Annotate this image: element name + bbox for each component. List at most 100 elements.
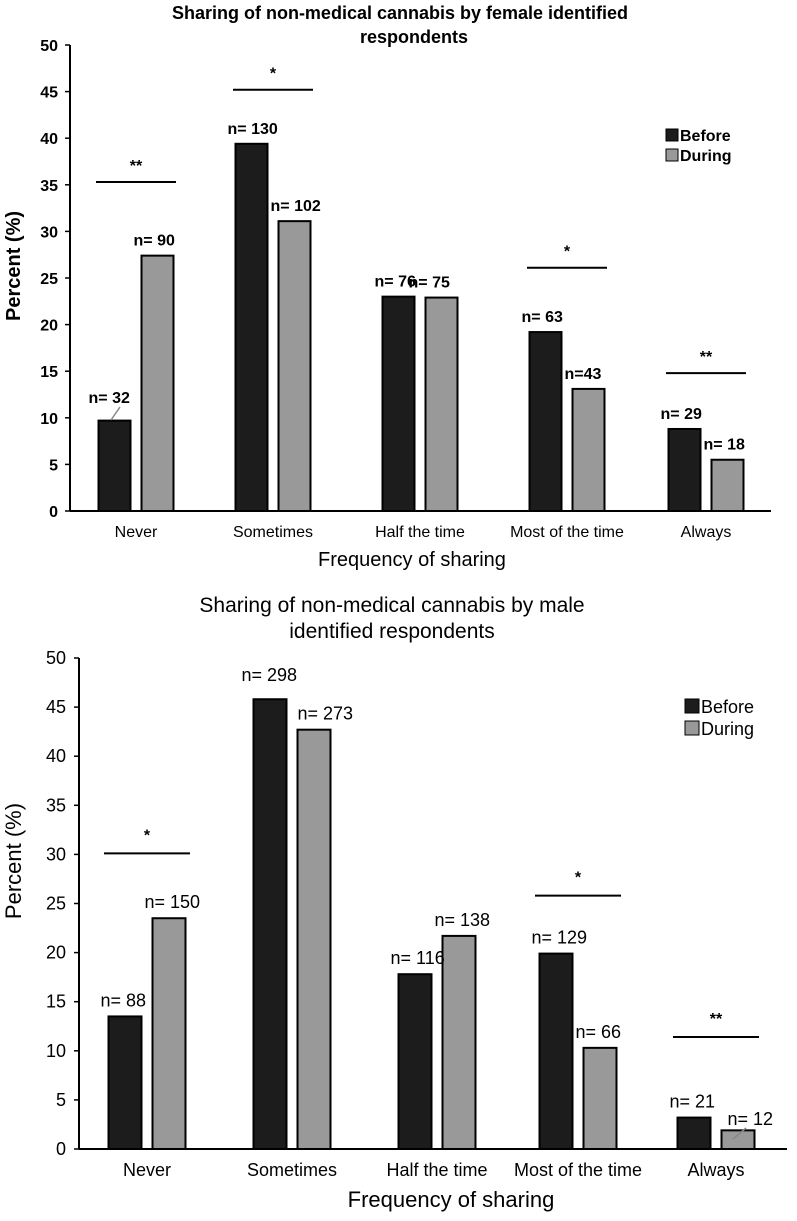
chart-male-bar-during-sometimes (296, 728, 332, 1150)
chart-male-significance-marker: * (575, 870, 582, 887)
chart-female-significance-marker: ** (130, 158, 143, 175)
legend-before-label: Before (701, 697, 754, 717)
chart-female-bar-during-always (710, 458, 745, 512)
chart-male-y-tick-label: 0 (56, 1139, 66, 1159)
chart-female-significance-marker: * (270, 66, 277, 83)
chart-male-y-tick-label: 25 (46, 894, 66, 914)
chart-female-bar-during-sometimes (277, 220, 312, 512)
chart-female-x-tick-label: Always (681, 524, 732, 541)
chart-male-bar-before-most-of-the-time (538, 952, 574, 1150)
chart-female-data-label-before-never: n= 32 (89, 390, 130, 407)
chart-female-data-label-before-sometimes: n= 130 (228, 121, 278, 138)
chart-female-y-tick-label: 50 (40, 38, 58, 55)
chart-female-x-axis-label: Frequency of sharing (318, 549, 506, 571)
legend-before-swatch (684, 698, 700, 714)
chart-female-x-tick-label: Half the time (375, 524, 465, 541)
chart-female-significance-marker: ** (700, 349, 713, 366)
chart-male-y-tick-label: 30 (46, 844, 66, 864)
chart-male-x-tick-label: Sometimes (247, 1160, 337, 1180)
chart-male-significance-marker: ** (710, 1011, 723, 1028)
chart-male-y-axis-label: Percent (%) (1, 803, 26, 919)
chart-male-bar-before-sometimes (252, 698, 288, 1151)
chart-male-significance-marker: * (144, 827, 151, 844)
legend-before-swatch (665, 128, 679, 142)
chart-female-bar-before-always (667, 427, 702, 513)
chart-female-x-tick-label: Sometimes (233, 524, 313, 541)
chart-male-data-label-before-never: n= 88 (101, 990, 147, 1010)
chart-female-y-tick-label: 0 (49, 504, 58, 521)
legend-during-label: During (680, 148, 732, 165)
chart-male-bar-during-most-of-the-time (582, 1046, 618, 1150)
legend-before-label: Before (680, 128, 731, 145)
legend-during-swatch (684, 720, 700, 736)
legend-during-label: During (701, 719, 754, 739)
chart-female-y-tick-label: 30 (40, 224, 58, 241)
chart-female-bar-during-never (140, 254, 175, 512)
chart-male-title-line-2: identified respondents (289, 620, 494, 643)
chart-female-data-label-during-always: n= 18 (704, 437, 745, 454)
chart-male: Sharing of non-medical cannabis by male … (1, 594, 787, 1212)
chart-male-bar-during-half-the-time (441, 934, 477, 1150)
chart-male-bar-before-always (676, 1116, 712, 1151)
chart-female-x-tick-label: Most of the time (510, 524, 624, 541)
chart-male-data-label-before-always: n= 21 (670, 1092, 716, 1112)
chart-female-data-label-before-always: n= 29 (661, 406, 702, 423)
chart-female-data-label-before-most-of-the-time: n= 63 (522, 309, 563, 326)
chart-female-y-tick-label: 20 (40, 318, 58, 335)
chart-female-y-tick-label: 10 (40, 411, 58, 428)
chart-male-y-tick-label: 15 (46, 992, 66, 1012)
chart-female-bar-before-half-the-time (381, 295, 416, 513)
chart-male-bar-before-never (107, 1015, 143, 1150)
chart-male-x-axis-label: Frequency of sharing (348, 1187, 555, 1212)
chart-female: Sharing of non-medical cannabis by femal… (3, 3, 771, 571)
chart-female-x-tick-label: Never (115, 524, 158, 541)
chart-female-data-label-during-sometimes: n= 102 (271, 198, 321, 215)
chart-female-data-label-during-half-the-time: n= 75 (409, 275, 450, 292)
chart-male-data-label-during-sometimes: n= 273 (298, 704, 354, 724)
chart-female-y-tick-label: 45 (40, 85, 58, 102)
chart-male-label-leader-line (732, 1127, 747, 1140)
chart-male-x-tick-label: Half the time (386, 1160, 487, 1180)
chart-female-y-tick-label: 40 (40, 131, 58, 148)
chart-female-y-tick-label: 5 (49, 457, 58, 474)
chart-female-y-axis-label: Percent (%) (3, 211, 25, 321)
chart-female-data-label-during-never: n= 90 (134, 233, 175, 250)
chart-female-y-tick-label: 35 (40, 178, 58, 195)
chart-female-bar-during-half-the-time (424, 296, 459, 512)
chart-female-title-line-1: Sharing of non-medical cannabis by femal… (172, 3, 628, 23)
chart-female-legend: Before During (665, 128, 732, 165)
chart-male-y-tick-label: 50 (46, 648, 66, 668)
chart-male-bar-during-always (720, 1129, 756, 1151)
chart-male-data-label-before-half-the-time: n= 116 (391, 948, 445, 968)
chart-male-data-label-during-always: n= 12 (728, 1109, 774, 1129)
chart-male-y-tick-label: 45 (46, 697, 66, 717)
chart-male-y-tick-label: 10 (46, 1041, 66, 1061)
chart-male-bar-before-half-the-time (397, 973, 433, 1150)
chart-male-x-tick-label: Always (687, 1160, 744, 1180)
chart-female-data-label-during-most-of-the-time: n=43 (565, 366, 602, 383)
chart-female-label-leader-line (110, 406, 121, 421)
chart-female-title-line-2: respondents (360, 27, 468, 47)
chart-male-data-label-before-most-of-the-time: n= 129 (532, 928, 588, 948)
chart-male-data-label-during-most-of-the-time: n= 66 (576, 1022, 622, 1042)
chart-female-bar-during-most-of-the-time (571, 387, 606, 512)
chart-male-y-tick-label: 20 (46, 943, 66, 963)
chart-female-data-label-before-half-the-time: n= 76 (375, 274, 416, 291)
chart-male-data-label-during-half-the-time: n= 138 (435, 910, 491, 930)
chart-female-y-tick-label: 25 (40, 271, 58, 288)
chart-male-data-label-before-sometimes: n= 298 (242, 665, 298, 685)
chart-male-data-label-during-never: n= 150 (145, 892, 201, 912)
chart-female-bar-before-most-of-the-time (528, 331, 563, 512)
chart-male-y-tick-label: 35 (46, 795, 66, 815)
chart-female-y-tick-label: 15 (40, 364, 58, 381)
legend-during-swatch (665, 148, 679, 162)
chart-male-x-tick-label: Never (123, 1160, 171, 1180)
chart-female-significance-marker: * (564, 244, 571, 261)
chart-female-bar-before-never (97, 419, 132, 513)
chart-male-x-tick-label: Most of the time (514, 1160, 642, 1180)
chart-male-y-tick-label: 5 (56, 1090, 66, 1110)
chart-male-legend: Before During (684, 697, 754, 739)
chart-male-title-line-1: Sharing of non-medical cannabis by male (199, 594, 584, 617)
chart-male-y-tick-label: 40 (46, 746, 66, 766)
